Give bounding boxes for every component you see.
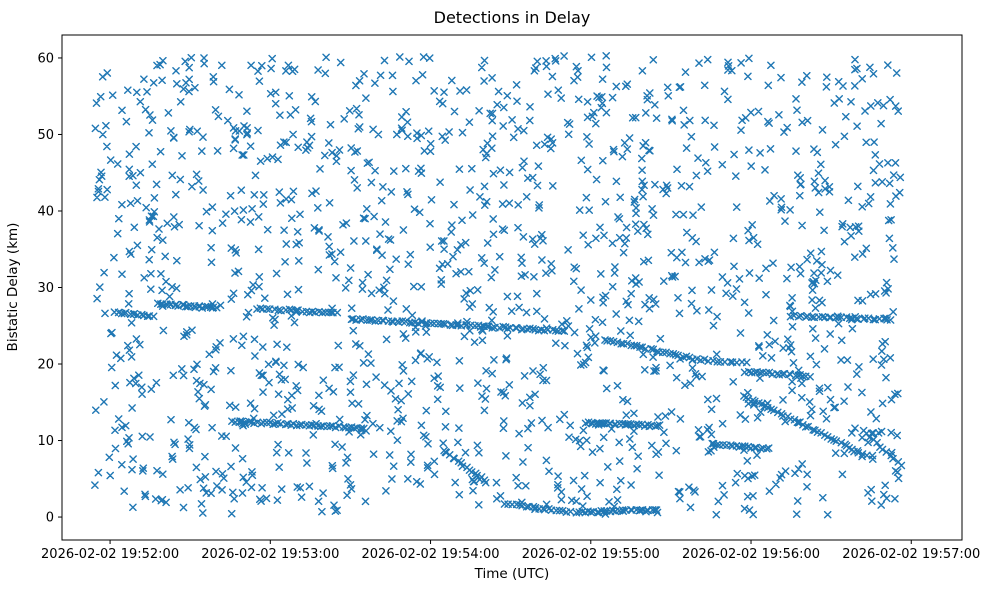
data-points bbox=[91, 52, 906, 519]
x-axis-ticks: 2026-02-02 19:52:00 2026-02-02 19:53:00 20… bbox=[41, 540, 980, 562]
y-axis-label: Bistatic Delay (km) bbox=[5, 223, 21, 352]
plot-border bbox=[61, 34, 963, 541]
x-tick-label: 2026-02-02 19:54:00 bbox=[362, 547, 500, 562]
y-tick-label: 20 bbox=[37, 358, 54, 373]
y-tick-label: 50 bbox=[37, 128, 54, 143]
x-tick-label: 2026-02-02 19:57:00 bbox=[842, 547, 980, 562]
scatter-markers bbox=[91, 52, 906, 519]
x-tick-label: 2026-02-02 19:56:00 bbox=[682, 547, 820, 562]
x-axis-label: Time (UTC) bbox=[474, 566, 550, 582]
y-tick-label: 0 bbox=[46, 511, 54, 526]
x-tick-label: 2026-02-02 19:52:00 bbox=[41, 547, 179, 562]
y-tick-label: 40 bbox=[37, 204, 54, 219]
chart-title: Detections in Delay bbox=[434, 8, 591, 27]
y-tick-label: 30 bbox=[37, 281, 54, 296]
y-axis-ticks: 0 10 20 30 40 50 60 bbox=[37, 51, 62, 526]
x-tick-label: 2026-02-02 19:53:00 bbox=[201, 547, 339, 562]
x-tick-label: 2026-02-02 19:55:00 bbox=[522, 547, 660, 562]
y-tick-label: 10 bbox=[37, 434, 54, 449]
y-tick-label: 60 bbox=[37, 51, 54, 66]
